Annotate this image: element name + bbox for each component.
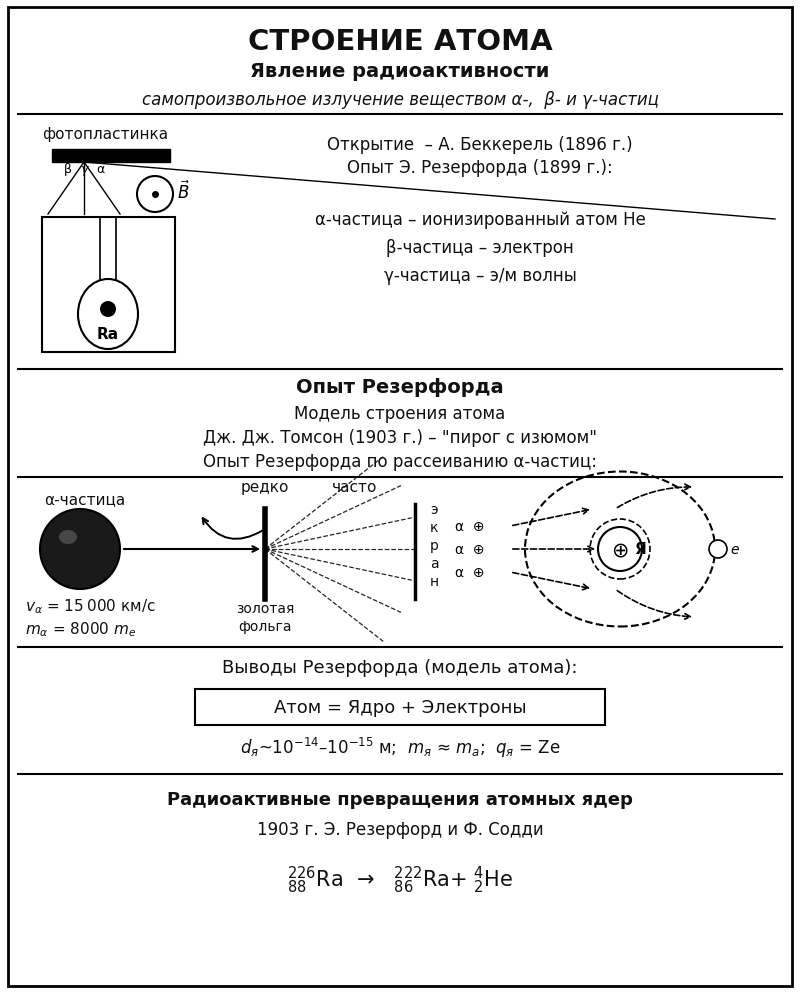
Text: Ra: Ra (97, 327, 119, 342)
Text: э: э (430, 503, 438, 517)
Text: Опыт Резерфорда по рассеиванию α-частиц:: Опыт Резерфорда по рассеиванию α-частиц: (203, 452, 597, 470)
Text: α  ⊕: α ⊕ (455, 520, 485, 534)
Text: β-частица – электрон: β-частица – электрон (386, 239, 574, 256)
Text: Явление радиоактивности: Явление радиоактивности (250, 63, 550, 82)
Text: Я: Я (634, 542, 646, 557)
Text: β: β (64, 163, 72, 176)
Text: α  ⊕: α ⊕ (455, 543, 485, 557)
Text: Радиоактивные превращения атомных ядер: Радиоактивные превращения атомных ядер (167, 790, 633, 808)
Ellipse shape (59, 531, 77, 545)
Text: α-частица – ионизированный атом He: α-частица – ионизированный атом He (314, 211, 646, 229)
Text: фотопластинка: фотопластинка (42, 127, 168, 142)
Text: α-частица: α-частица (44, 492, 126, 507)
Text: γ: γ (80, 163, 88, 176)
Text: Атом = Ядро + Электроны: Атом = Ядро + Электроны (274, 699, 526, 717)
Bar (42, 218, 175, 353)
Text: Модель строения атома: Модель строения атома (294, 405, 506, 422)
Text: СТРОЕНИЕ АТОМА: СТРОЕНИЕ АТОМА (248, 28, 552, 56)
Text: часто: часто (332, 480, 378, 495)
Text: $m_{\alpha}$ = 8000 $m_e$: $m_{\alpha}$ = 8000 $m_e$ (25, 620, 136, 639)
Text: н: н (430, 575, 439, 588)
Text: Дж. Дж. Томсон (1903 г.) – "пирог с изюмом": Дж. Дж. Томсон (1903 г.) – "пирог с изюм… (203, 428, 597, 446)
Text: Опыт Э. Резерфорда (1899 г.):: Опыт Э. Резерфорда (1899 г.): (347, 159, 613, 177)
Text: $d_я$~10$^{-14}$–10$^{-15}$ м;  $m_я$ ≈ $m_а$;  $q_я$ = Ze: $d_я$~10$^{-14}$–10$^{-15}$ м; $m_я$ ≈ $… (240, 736, 560, 759)
Circle shape (598, 528, 642, 572)
Text: $\vec{B}$: $\vec{B}$ (177, 181, 190, 203)
Text: самопроизвольное излучение веществом α-,  β- и γ-частиц: самопроизвольное излучение веществом α-,… (142, 90, 658, 109)
Text: 1903 г. Э. Резерфорд и Ф. Содди: 1903 г. Э. Резерфорд и Ф. Содди (257, 820, 543, 838)
Text: Выводы Резерфорда (модель атома):: Выводы Резерфорда (модель атома): (222, 658, 578, 676)
Text: к: к (430, 521, 438, 535)
Text: $v_{\alpha}$ = 15 000 км/с: $v_{\alpha}$ = 15 000 км/с (25, 597, 156, 615)
Text: Открытие  – А. Беккерель (1896 г.): Открытие – А. Беккерель (1896 г.) (327, 136, 633, 154)
Circle shape (100, 302, 116, 318)
Text: e: e (730, 543, 738, 557)
Text: γ-частица – э/м волны: γ-частица – э/м волны (383, 266, 577, 284)
Circle shape (40, 510, 120, 589)
Circle shape (709, 541, 727, 559)
Text: Опыт Резерфорда: Опыт Резерфорда (296, 378, 504, 397)
Text: а: а (430, 557, 438, 571)
Text: редко: редко (241, 480, 289, 495)
Text: $^{226}_{88}$Ra  →   $^{222}_{86}$Ra+ $^{4}_{2}$He: $^{226}_{88}$Ra → $^{222}_{86}$Ra+ $^{4}… (287, 864, 513, 895)
Bar (52, 150, 170, 163)
Text: золотая
фольга: золотая фольга (236, 601, 294, 633)
Text: ⊕: ⊕ (611, 540, 629, 560)
Ellipse shape (78, 279, 138, 350)
Text: α: α (96, 163, 104, 176)
Text: р: р (430, 539, 439, 553)
Bar (195, 689, 605, 726)
Text: α  ⊕: α ⊕ (455, 566, 485, 580)
